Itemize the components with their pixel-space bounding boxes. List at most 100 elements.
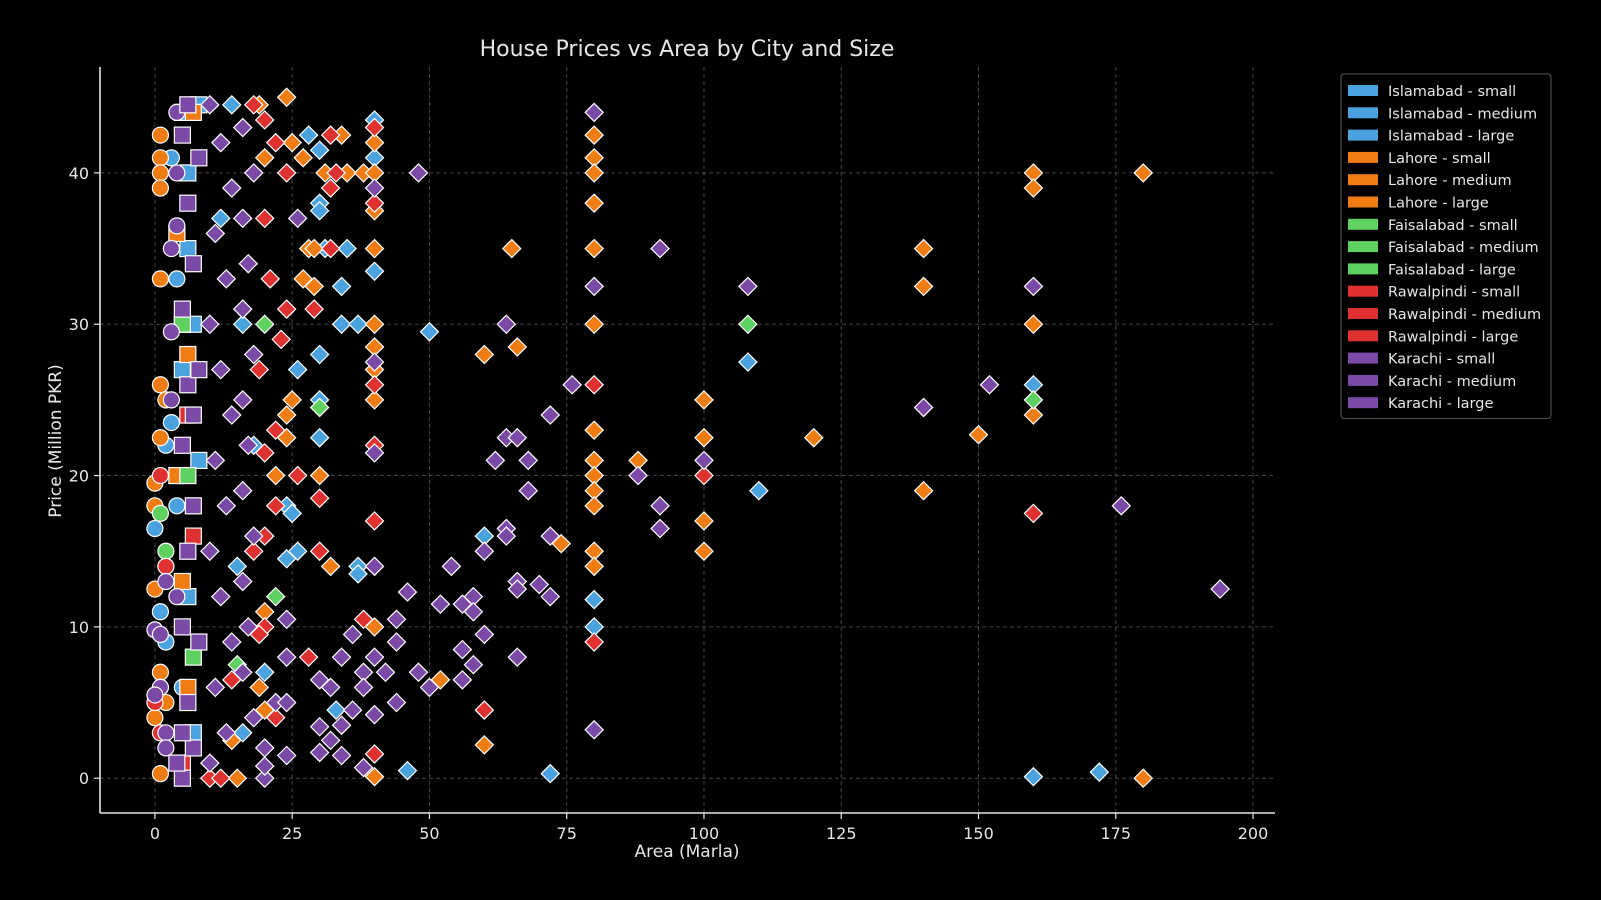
data-point-diamond (254, 208, 275, 229)
x-tick-label: 75 (557, 824, 577, 843)
data-point-diamond (254, 147, 275, 168)
data-point-diamond (298, 647, 319, 667)
legend-label: Rawalpindi - small (1388, 285, 1520, 301)
data-point-diamond (276, 692, 297, 713)
y-tick-label: 30 (69, 315, 89, 334)
data-point-diamond (364, 238, 385, 259)
legend-swatch (1348, 285, 1378, 297)
data-point-diamond (474, 700, 495, 720)
data-point-diamond (968, 424, 989, 445)
data-point-diamond (441, 556, 462, 577)
data-point-diamond (326, 163, 346, 183)
legend-label: Lahore - small (1388, 151, 1491, 167)
data-point-diamond (199, 753, 220, 773)
data-point-circle (162, 323, 180, 341)
data-point-square (173, 572, 191, 591)
x-tick-label: 200 (1238, 824, 1269, 843)
data-point-diamond (254, 768, 275, 789)
data-point-diamond (584, 632, 605, 652)
data-point-diamond (342, 700, 363, 720)
data-point-square (179, 96, 197, 114)
data-point-circle (162, 239, 180, 258)
legend-label: Karachi - large (1388, 396, 1493, 412)
legend: Islamabad - small Islamabad - medium Islam… (1340, 73, 1552, 419)
data-point-diamond (287, 359, 308, 380)
data-point-diamond (1023, 766, 1044, 787)
x-tick-label: 125 (826, 824, 857, 843)
data-point-diamond (309, 716, 330, 737)
data-point-diamond (364, 132, 385, 153)
data-point-square (179, 678, 197, 697)
data-point-diamond (320, 730, 341, 751)
data-point-diamond (694, 427, 714, 448)
data-point-diamond (364, 193, 385, 214)
data-point-diamond (364, 704, 385, 725)
data-point-diamond (540, 763, 561, 784)
data-point-diamond (232, 662, 253, 683)
data-point-diamond (276, 163, 297, 183)
data-point-diamond (221, 405, 242, 425)
data-point-diamond (1023, 390, 1044, 410)
data-point-diamond (287, 541, 308, 562)
data-point-diamond (507, 427, 528, 448)
legend-label: Rawalpindi - large (1388, 329, 1518, 345)
data-point-diamond (364, 744, 385, 764)
x-tick-label: 0 (150, 824, 160, 843)
legend-swatch (1348, 174, 1378, 186)
data-point-diamond (254, 443, 275, 463)
data-point-diamond (375, 662, 396, 683)
data-point-diamond (419, 677, 440, 698)
legend-swatch (1348, 241, 1378, 253)
data-point-diamond (913, 480, 934, 501)
data-point-diamond (353, 757, 374, 778)
data-point-diamond (485, 450, 506, 471)
data-point-diamond (364, 390, 385, 410)
data-point-diamond (221, 178, 242, 198)
data-point-diamond (309, 541, 330, 562)
legend-swatch (1348, 263, 1378, 275)
data-point-square (184, 648, 202, 666)
data-point-diamond (540, 405, 561, 425)
data-point-diamond (694, 465, 714, 486)
data-point-diamond (501, 238, 522, 259)
legend-label: Faisalabad - small (1388, 218, 1518, 234)
data-point-diamond (397, 760, 418, 781)
data-point-diamond (463, 601, 484, 622)
data-point-square (179, 345, 197, 364)
data-point-diamond (1210, 579, 1230, 599)
data-point-diamond (249, 359, 270, 380)
legend-box (1340, 73, 1552, 419)
y-tick-label: 10 (69, 618, 89, 637)
legend-swatch (1348, 330, 1378, 342)
data-point-diamond (265, 495, 286, 516)
data-point-diamond (298, 125, 319, 145)
data-point-diamond (364, 117, 385, 138)
data-point-diamond (353, 609, 374, 630)
data-point-diamond (276, 87, 297, 108)
y-tick-label: 0 (79, 769, 89, 788)
data-point-diamond (584, 102, 605, 123)
data-point-square (190, 149, 208, 167)
data-point-circle (151, 504, 169, 522)
data-point-diamond (507, 647, 528, 667)
data-point-diamond (287, 465, 308, 486)
legend-label: Karachi - medium (1388, 374, 1516, 390)
data-point-diamond (1023, 276, 1044, 297)
data-point-diamond (694, 511, 714, 531)
data-point-circle (162, 413, 180, 432)
legend-swatch (1348, 151, 1378, 163)
data-point-diamond (397, 582, 418, 602)
y-tick-label: 40 (69, 164, 89, 183)
data-point-diamond (254, 738, 275, 758)
data-point-diamond (452, 669, 473, 690)
data-point-diamond (540, 586, 561, 607)
data-point-circle (157, 542, 175, 560)
data-point-diamond (342, 624, 363, 645)
data-point-circle (168, 164, 186, 182)
data-point-circle (168, 497, 186, 515)
data-point-diamond (309, 427, 330, 448)
data-point-diamond (210, 208, 231, 229)
data-point-diamond (518, 480, 539, 501)
data-point-diamond (216, 722, 237, 743)
data-point-diamond (913, 276, 934, 297)
